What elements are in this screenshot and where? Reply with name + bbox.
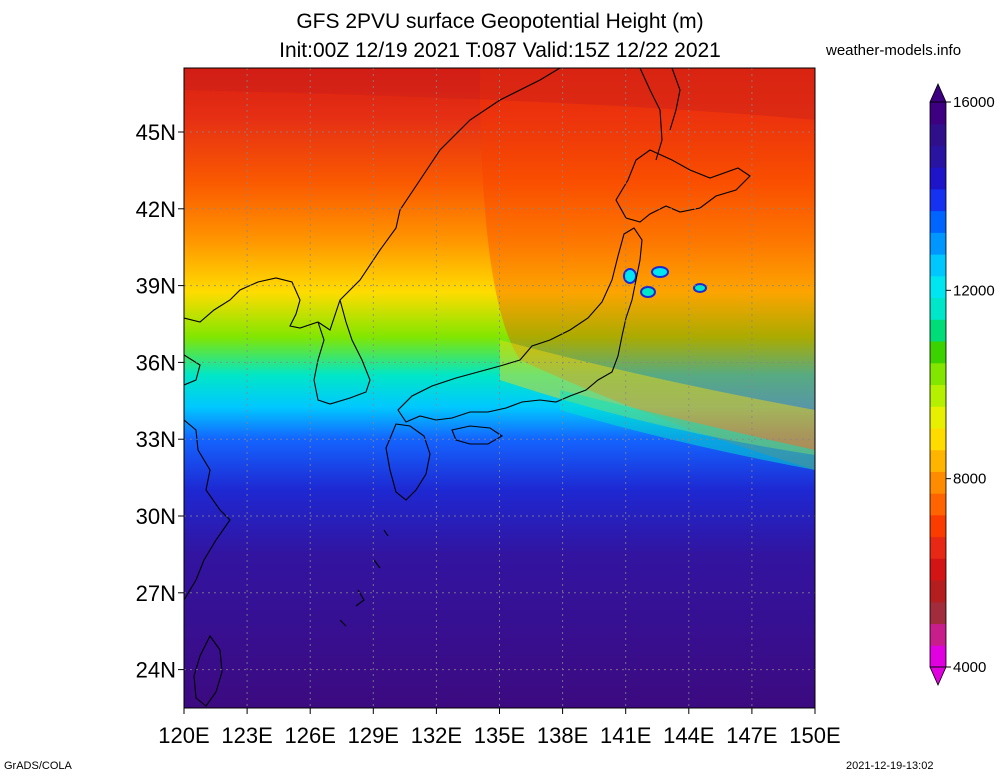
- colorbar-segment: [930, 514, 946, 538]
- lat-tick-label: 33N: [136, 427, 176, 452]
- chart-subtitle: Init:00Z 12/19 2021 T:087 Valid:15Z 12/2…: [279, 39, 721, 62]
- lon-tick-label: 150E: [789, 723, 840, 748]
- cyan-blob-3: [640, 286, 656, 298]
- lon-tick-label: 138E: [537, 723, 588, 748]
- colorbar-segment: [930, 449, 946, 472]
- lat-tick-label: 30N: [136, 504, 176, 529]
- cyan-blob-1: [623, 268, 637, 284]
- colorbar-frame: [929, 101, 947, 668]
- cyan-blob-2: [651, 266, 669, 278]
- colorbar-segment: [930, 341, 946, 364]
- colorbar-segment: [930, 471, 946, 494]
- lat-tick-label: 36N: [136, 350, 176, 375]
- colorbar-segment: [930, 123, 946, 146]
- colorbar-segment: [930, 210, 946, 233]
- colorbar-segment: [930, 319, 946, 342]
- colorbar-segment: [930, 232, 946, 255]
- colorbar-segment: [930, 580, 946, 603]
- east-yellow-band: [500, 340, 815, 455]
- cyan-blob-4: [693, 283, 707, 293]
- colorbar-segment: [930, 536, 946, 559]
- colorbar-segment: [930, 623, 946, 646]
- colorbar-segment: [930, 167, 946, 190]
- gridlines: [184, 68, 815, 708]
- colorbar-segment: [930, 427, 946, 451]
- colorbar-label: 8000: [953, 471, 986, 488]
- lat-tick-label: 39N: [136, 274, 176, 299]
- latitude-axis: 45N 42N 39N 36N 33N 30N 27N 24N: [136, 120, 184, 683]
- lon-tick-label: 120E: [158, 723, 209, 748]
- lon-tick-label: 147E: [726, 723, 777, 748]
- colorbar-label: 16000: [953, 94, 995, 111]
- lon-tick-label: 132E: [411, 723, 462, 748]
- colorbar-segment: [930, 362, 946, 385]
- colorbar-label: 12000: [953, 282, 995, 299]
- colorbar-segment: [930, 254, 946, 277]
- colorbar: [929, 83, 947, 686]
- lon-tick-label: 123E: [221, 723, 272, 748]
- colorbar-min-arrow: [929, 666, 947, 686]
- east-cyan-band: [560, 390, 815, 470]
- render-timestamp: 2021-12-19-13:02: [846, 760, 934, 772]
- colorbar-segment: [930, 145, 946, 168]
- colorbar-segment: [930, 645, 946, 668]
- lon-tick-label: 135E: [474, 723, 525, 748]
- colorbar-segment: [930, 384, 946, 407]
- lon-tick-label: 126E: [285, 723, 336, 748]
- colorbar-segment: [930, 406, 946, 429]
- lat-tick-label: 24N: [136, 658, 176, 683]
- colorbar-segment: [930, 102, 946, 125]
- colorbar-segment: [930, 188, 946, 212]
- colorbar-labels: 4000 8000 12000 16000: [946, 94, 995, 676]
- lon-tick-label: 129E: [348, 723, 399, 748]
- lon-tick-label: 141E: [600, 723, 651, 748]
- lat-tick-label: 45N: [136, 120, 176, 145]
- colorbar-segment: [930, 493, 946, 516]
- longitude-axis: 120E 123E 126E 129E 132E 135E 138E 141E 144E 147E…: [158, 708, 841, 748]
- colorbar-segment: [930, 275, 946, 299]
- site-credit: weather-models.info: [826, 42, 962, 59]
- lon-tick-label: 144E: [663, 723, 714, 748]
- colorbar-label: 4000: [953, 659, 986, 676]
- colorbar-segment: [930, 558, 946, 581]
- east-warm-band: [480, 68, 815, 470]
- colorbar-segment: [930, 297, 946, 320]
- lat-tick-label: 42N: [136, 197, 176, 222]
- colorbar-max-arrow: [929, 83, 947, 103]
- lat-tick-label: 27N: [136, 581, 176, 606]
- chart-title: GFS 2PVU surface Geopotential Height (m): [296, 10, 704, 33]
- colorbar-segment: [930, 601, 946, 625]
- software-credit: GrADS/COLA: [4, 760, 72, 772]
